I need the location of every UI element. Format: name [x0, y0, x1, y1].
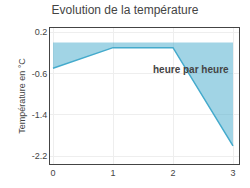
svg-text:1: 1	[110, 168, 115, 178]
svg-text:Température en °C: Température en °C	[17, 58, 27, 134]
svg-text:2: 2	[170, 168, 175, 178]
svg-text:0: 0	[50, 168, 55, 178]
svg-text:-1.4: -1.4	[32, 110, 48, 120]
svg-text:heure par heure: heure par heure	[153, 64, 229, 75]
svg-text:3: 3	[230, 168, 235, 178]
svg-text:0.2: 0.2	[35, 27, 48, 37]
svg-text:Evolution de la température: Evolution de la température	[52, 3, 199, 17]
svg-text:-2.2: -2.2	[32, 151, 48, 161]
svg-text:-0.6: -0.6	[32, 69, 48, 79]
